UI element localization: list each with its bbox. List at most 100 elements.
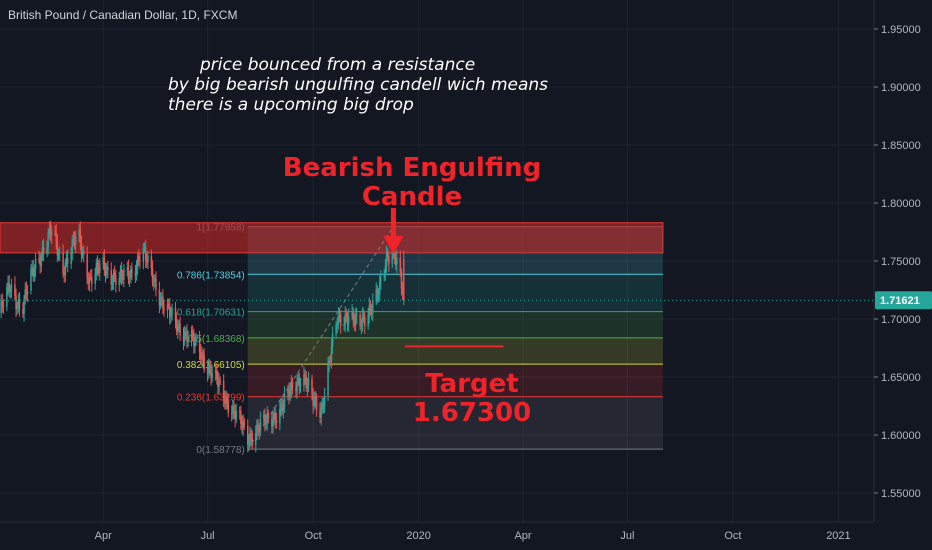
fib-level-label: 0.786(1.73854) — [177, 270, 245, 281]
candle-body — [289, 390, 291, 397]
candle-body — [238, 411, 241, 413]
candle-body — [360, 325, 363, 327]
candle-body — [353, 319, 356, 325]
candle-body — [391, 251, 394, 264]
fib-zone — [247, 364, 663, 397]
candle-body — [211, 372, 213, 379]
candle-body — [63, 273, 65, 276]
candle-body — [175, 320, 178, 332]
candle-body — [112, 272, 115, 282]
candle-body — [57, 253, 60, 256]
price-tick-label: 1.60000 — [881, 430, 921, 442]
candle-body — [30, 268, 32, 291]
candle-body — [123, 269, 125, 280]
candle-body — [290, 381, 293, 391]
candle-body — [303, 374, 305, 386]
candle-body — [39, 259, 41, 266]
price-tick-label: 1.90000 — [881, 82, 921, 94]
candle-body — [274, 412, 277, 421]
candle-body — [130, 269, 132, 279]
candle-body — [271, 418, 273, 427]
candle-body — [227, 401, 229, 414]
candle-body — [208, 364, 210, 374]
candle-body — [143, 247, 146, 249]
candle-body — [187, 338, 189, 342]
candle-body — [266, 413, 268, 423]
candle-body — [384, 266, 387, 273]
candle-body — [120, 269, 123, 278]
candle-body — [369, 305, 372, 310]
candle-body — [335, 324, 337, 334]
candle-body — [281, 403, 283, 411]
candle-body — [177, 326, 179, 332]
fib-level-label: 0.5(1.68368) — [188, 334, 245, 345]
candle-body — [118, 277, 121, 285]
candle-body — [233, 405, 235, 413]
candle-body — [97, 267, 100, 273]
price-tick-label: 1.70000 — [881, 314, 921, 326]
candle-body — [216, 369, 218, 380]
candle-body — [174, 308, 177, 321]
candle-body — [160, 296, 163, 299]
candle-body — [16, 306, 18, 310]
current-price-tag — [875, 291, 932, 310]
candle-body — [50, 230, 53, 236]
fib-zone — [247, 337, 663, 365]
candle-body — [345, 314, 348, 317]
candle-body — [96, 262, 99, 268]
candle-body — [82, 251, 85, 255]
candle-body — [135, 266, 138, 276]
candle-body — [55, 231, 57, 242]
candle-body — [24, 289, 26, 299]
fib-trend-line — [247, 226, 394, 450]
candle-body — [15, 296, 17, 310]
candle-body — [280, 403, 282, 409]
candle-body — [322, 402, 325, 407]
candle-body — [355, 314, 358, 317]
fibonacci-zones: 1(1.77958)0.786(1.73854)0.618(1.70631)0.… — [0, 222, 664, 456]
candle-body — [299, 385, 302, 387]
candle-body — [400, 272, 403, 289]
candle-body — [338, 314, 341, 316]
candle-body — [191, 331, 194, 337]
candle-body — [154, 278, 156, 282]
candle-body — [201, 353, 203, 360]
symbol-title[interactable]: British Pound / Canadian Dollar, 1D, FXC… — [8, 8, 238, 22]
target-label: Target 1.67300 — [392, 370, 552, 428]
candle-body — [298, 377, 301, 387]
candle-body — [110, 270, 113, 285]
note-line-3: there is a upcoming big drop — [168, 95, 414, 115]
candle-body — [265, 422, 267, 425]
candle-body — [248, 441, 250, 445]
candle-body — [307, 378, 310, 386]
candle-body — [291, 381, 294, 389]
target-value: 1.67300 — [412, 398, 532, 428]
candle-body — [80, 243, 83, 255]
candle-body — [107, 267, 109, 271]
candle-body — [279, 408, 281, 424]
candle-body — [372, 301, 374, 314]
candle-body — [363, 316, 366, 326]
candle-body — [48, 228, 51, 233]
candle-body — [329, 360, 332, 362]
candle-body — [79, 229, 82, 244]
candle-body — [178, 323, 180, 327]
candle-body — [314, 397, 317, 400]
candle-body — [169, 305, 171, 317]
candle-body — [194, 340, 196, 347]
candle-body — [313, 399, 316, 406]
fib-zone — [247, 274, 663, 312]
candle-body — [337, 315, 340, 325]
candle-body — [186, 331, 188, 342]
candle-body — [399, 257, 402, 273]
candle-body — [287, 389, 289, 394]
fib-level-label: 0.618(1.70631) — [177, 308, 245, 319]
candle-body — [144, 247, 147, 260]
candle-body — [234, 412, 236, 420]
candle-body — [217, 379, 219, 387]
candle-body — [352, 311, 355, 320]
candle-body — [171, 308, 173, 315]
candle-body — [182, 335, 185, 342]
candle-body — [203, 355, 205, 369]
